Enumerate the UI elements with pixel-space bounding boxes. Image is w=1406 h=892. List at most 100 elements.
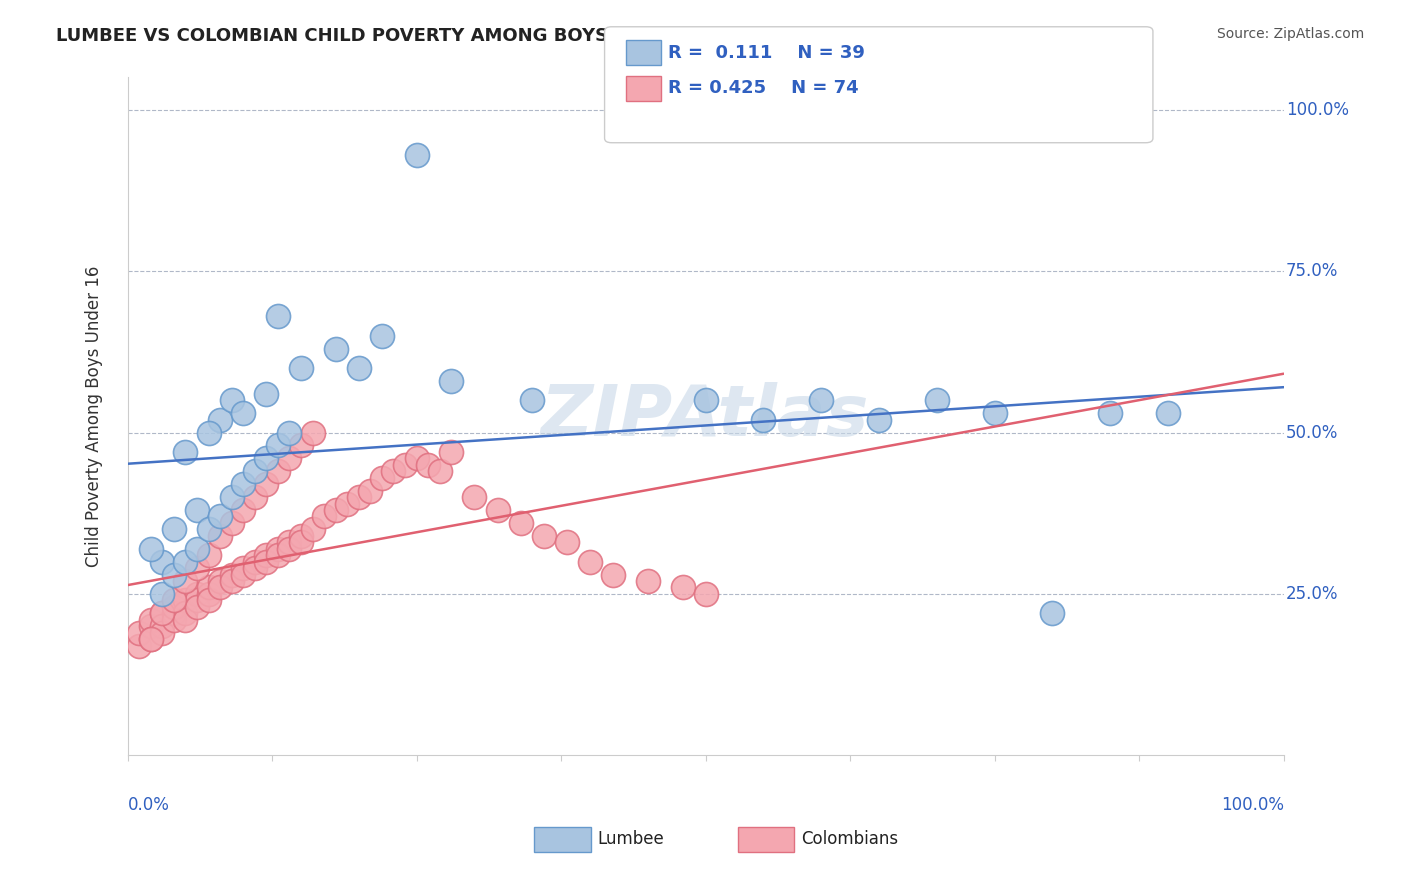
Point [163, 522, 186, 536]
Point [278, 535, 301, 549]
Text: 75.0%: 75.0% [1286, 262, 1339, 280]
Point [232, 561, 254, 575]
Point [347, 361, 370, 376]
Point [405, 451, 427, 466]
Point [139, 632, 162, 647]
Point [221, 516, 243, 530]
Point [278, 425, 301, 440]
Point [347, 490, 370, 504]
Point [602, 567, 624, 582]
Point [579, 555, 602, 569]
Point [221, 490, 243, 504]
Text: LUMBEE VS COLOMBIAN CHILD POVERTY AMONG BOYS UNDER 16 CORRELATION CHART: LUMBEE VS COLOMBIAN CHILD POVERTY AMONG … [56, 27, 938, 45]
Text: R = 0.425    N = 74: R = 0.425 N = 74 [668, 79, 859, 97]
Point [150, 607, 173, 621]
Point [139, 541, 162, 556]
Point [1042, 607, 1064, 621]
Point [221, 574, 243, 588]
Point [150, 607, 173, 621]
Point [1099, 406, 1122, 420]
Point [209, 574, 232, 588]
Text: 100.0%: 100.0% [1220, 796, 1284, 814]
Point [209, 581, 232, 595]
Point [314, 509, 336, 524]
Point [209, 529, 232, 543]
Point [150, 625, 173, 640]
Point [186, 593, 208, 607]
Point [197, 548, 219, 562]
Point [695, 587, 717, 601]
Point [163, 567, 186, 582]
Point [128, 625, 150, 640]
Point [254, 548, 277, 562]
Point [163, 607, 186, 621]
Point [197, 425, 219, 440]
Text: 25.0%: 25.0% [1286, 585, 1339, 603]
Point [254, 386, 277, 401]
Point [186, 599, 208, 614]
Point [139, 632, 162, 647]
Point [209, 509, 232, 524]
Point [174, 593, 197, 607]
Point [359, 483, 381, 498]
Point [186, 587, 208, 601]
Point [150, 619, 173, 633]
Point [254, 555, 277, 569]
Point [1157, 406, 1180, 420]
Point [197, 587, 219, 601]
Point [163, 599, 186, 614]
Point [486, 503, 509, 517]
Point [671, 581, 693, 595]
Point [290, 438, 312, 452]
Point [267, 464, 290, 478]
Point [150, 587, 173, 601]
Point [232, 567, 254, 582]
Point [290, 361, 312, 376]
Point [174, 607, 197, 621]
Point [174, 574, 197, 588]
Point [336, 497, 359, 511]
Point [301, 425, 323, 440]
Point [440, 445, 463, 459]
Point [267, 438, 290, 452]
Point [429, 464, 451, 478]
Point [163, 593, 186, 607]
Point [394, 458, 416, 472]
Point [254, 477, 277, 491]
Text: 50.0%: 50.0% [1286, 424, 1339, 442]
Point [128, 639, 150, 653]
Point [267, 541, 290, 556]
Point [325, 342, 347, 356]
Point [186, 541, 208, 556]
Point [221, 567, 243, 582]
Point [221, 393, 243, 408]
Point [139, 619, 162, 633]
Point [243, 561, 266, 575]
Text: Source: ZipAtlas.com: Source: ZipAtlas.com [1216, 27, 1364, 41]
Point [418, 458, 440, 472]
Point [197, 581, 219, 595]
Point [232, 406, 254, 420]
Point [637, 574, 659, 588]
Text: 0.0%: 0.0% [128, 796, 170, 814]
Point [174, 445, 197, 459]
Point [752, 412, 775, 426]
Point [371, 471, 394, 485]
Point [232, 503, 254, 517]
Text: 100.0%: 100.0% [1286, 101, 1348, 119]
Point [186, 503, 208, 517]
Point [163, 613, 186, 627]
Point [186, 561, 208, 575]
Point [174, 613, 197, 627]
Point [243, 555, 266, 569]
Point [290, 529, 312, 543]
Point [209, 412, 232, 426]
Point [509, 516, 531, 530]
Point [810, 393, 832, 408]
Point [463, 490, 485, 504]
Point [440, 374, 463, 388]
Point [254, 451, 277, 466]
Point [555, 535, 578, 549]
Point [405, 148, 427, 162]
Point [267, 310, 290, 324]
